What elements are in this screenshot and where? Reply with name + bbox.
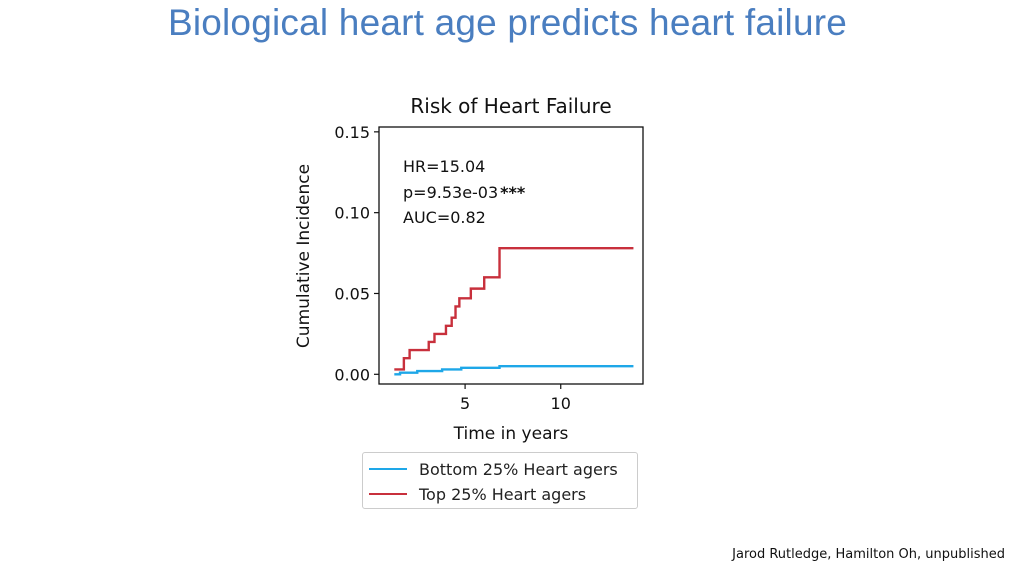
- x-axis-label: Time in years: [453, 424, 569, 444]
- legend-swatch-top: [369, 493, 407, 495]
- x-tick-label: 10: [551, 394, 571, 413]
- y-axis-ticks: 0.00 0.05 0.10 0.15: [334, 123, 379, 384]
- y-tick-label: 0.00: [334, 365, 370, 384]
- legend-swatch-bottom: [369, 468, 407, 470]
- series-line-top: [394, 247, 634, 371]
- annotation-hr: HR=15.04: [403, 157, 485, 176]
- credit-text: Jarod Rutledge, Hamilton Oh, unpublished: [732, 547, 1005, 562]
- y-axis-label: Cumulative Incidence: [294, 164, 314, 348]
- y-tick-label: 0.05: [334, 284, 370, 303]
- series-line-bottom: [394, 365, 634, 376]
- slide-title: Biological heart age predicts heart fail…: [167, 2, 848, 43]
- legend-label-bottom: Bottom 25% Heart agers: [419, 459, 618, 479]
- y-tick-label: 0.10: [334, 204, 370, 223]
- legend-label-top: Top 25% Heart agers: [419, 484, 587, 504]
- y-tick-label: 0.15: [334, 123, 370, 142]
- legend-item-bottom: Bottom 25% Heart agers: [369, 458, 618, 480]
- plot-frame: [378, 126, 644, 385]
- annotation-p-value: p=9.53e-03: [403, 183, 498, 202]
- legend-item-top: Top 25% Heart agers: [369, 483, 586, 505]
- x-tick-label: 5: [460, 394, 470, 413]
- series-lines: [394, 247, 634, 376]
- annotation-p: p=9.53e-03 ***: [403, 183, 526, 202]
- x-axis-ticks: 5 10: [460, 384, 571, 413]
- chart-legend: Bottom 25% Heart agers Top 25% Heart age…: [362, 452, 638, 509]
- annotation-auc: AUC=0.82: [403, 208, 486, 227]
- chart-title: Risk of Heart Failure: [410, 94, 611, 118]
- annotation-significance: ***: [500, 183, 526, 202]
